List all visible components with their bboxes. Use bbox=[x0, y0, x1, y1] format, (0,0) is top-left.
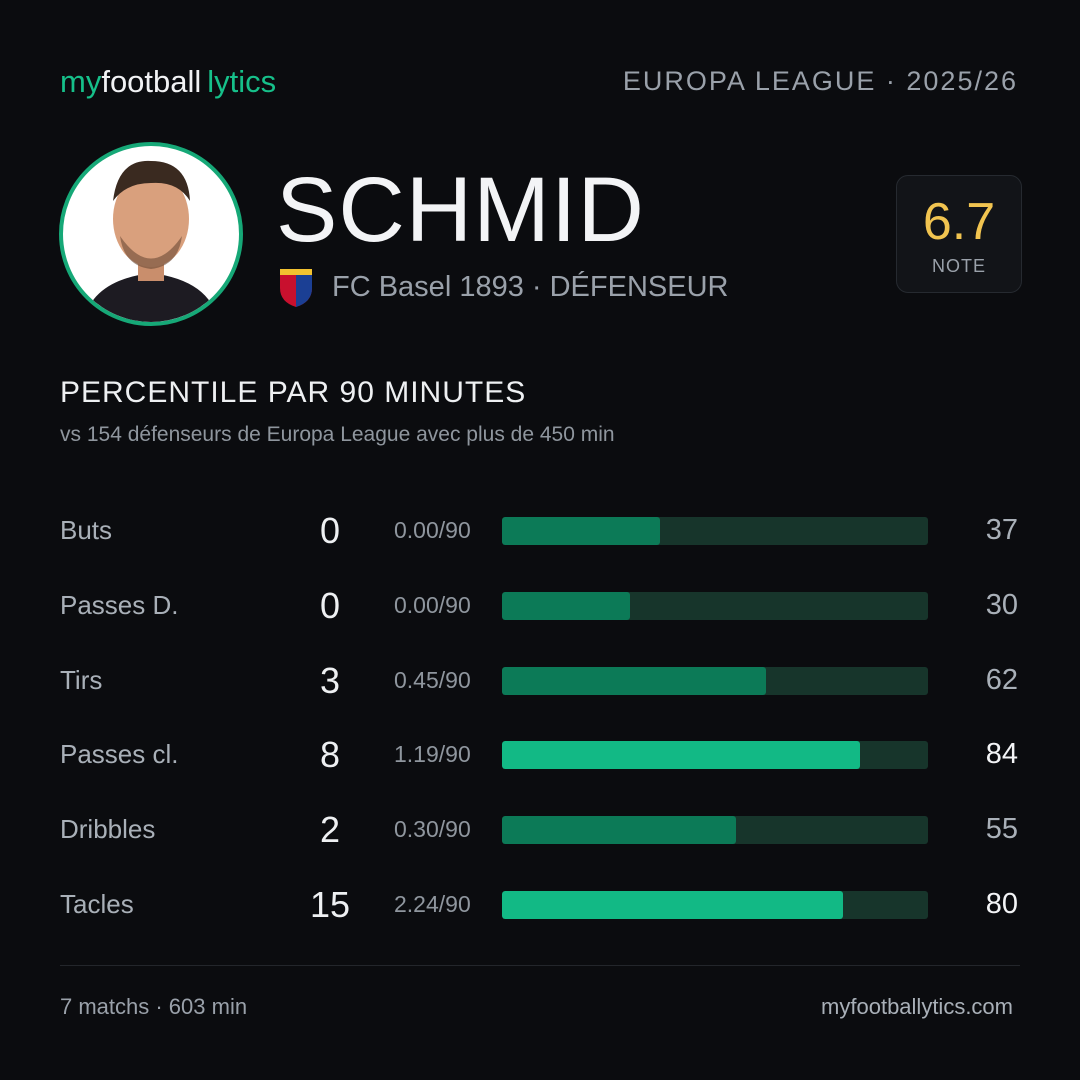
stat-percentile: 55 bbox=[985, 813, 1018, 846]
stat-per90: 0.00/90 bbox=[394, 591, 471, 618]
player-photo bbox=[59, 142, 243, 326]
brand-part: lytics bbox=[207, 64, 277, 99]
club-line: FC Basel 1893 · DÉFENSEUR bbox=[332, 271, 729, 303]
bar-track bbox=[502, 891, 928, 919]
stat-label: Tirs bbox=[60, 664, 103, 695]
stat-total: 0 bbox=[319, 510, 341, 551]
section-subtitle: vs 154 défenseurs de Europa League avec … bbox=[60, 423, 615, 446]
stat-per90: 0.45/90 bbox=[394, 666, 471, 693]
stat-label: Passes D. bbox=[60, 589, 179, 620]
player-name: SCHMID bbox=[276, 159, 645, 261]
stat-percentile: 30 bbox=[985, 588, 1018, 621]
stat-percentile: 80 bbox=[985, 888, 1018, 920]
rating-value: 6.7 bbox=[922, 193, 996, 251]
stat-per90: 1.19/90 bbox=[394, 741, 471, 768]
bar bbox=[502, 666, 767, 695]
stat-percentile: 37 bbox=[985, 514, 1018, 546]
competition: EUROPA LEAGUE · 2025/26 bbox=[622, 66, 1018, 96]
brand-part: my bbox=[60, 64, 102, 99]
bar-track bbox=[502, 517, 928, 545]
stat-label: Passes cl. bbox=[60, 739, 179, 770]
section-title: PERCENTILE PAR 90 MINUTES bbox=[60, 376, 527, 409]
bar bbox=[502, 816, 737, 845]
stat-percentile: 84 bbox=[985, 738, 1018, 771]
stat-per90: 0.00/90 bbox=[394, 517, 471, 543]
brand: myfootball lytics bbox=[60, 64, 276, 100]
bar bbox=[502, 891, 843, 919]
bar-track bbox=[502, 666, 928, 695]
rating-box: 6.7 NOTE bbox=[896, 175, 1022, 293]
rating-label: NOTE bbox=[931, 256, 986, 276]
stat-total: 2 bbox=[319, 809, 341, 851]
stat-per90: 0.30/90 bbox=[394, 816, 471, 843]
bar bbox=[502, 741, 860, 770]
brand-part: football bbox=[101, 64, 202, 99]
stat-per90: 2.24/90 bbox=[394, 891, 471, 917]
bar bbox=[502, 517, 660, 545]
stat-label: Dribbles bbox=[60, 814, 156, 845]
stat-total: 0 bbox=[319, 584, 341, 626]
stat-label: Tacles bbox=[60, 889, 134, 919]
club-crest bbox=[280, 269, 312, 307]
bar bbox=[502, 591, 630, 620]
bar-track bbox=[502, 741, 928, 770]
bar-track bbox=[502, 591, 928, 620]
divider bbox=[60, 965, 1020, 966]
footer-site: myfootballytics.com bbox=[821, 994, 1013, 1019]
stat-total: 3 bbox=[319, 659, 341, 701]
stat-percentile: 62 bbox=[985, 663, 1018, 696]
stat-total: 15 bbox=[309, 884, 351, 925]
bar-track bbox=[502, 816, 928, 845]
footer-summary: 7 matchs · 603 min bbox=[60, 994, 248, 1019]
stat-label: Buts bbox=[60, 515, 113, 545]
stat-total: 8 bbox=[319, 734, 341, 776]
